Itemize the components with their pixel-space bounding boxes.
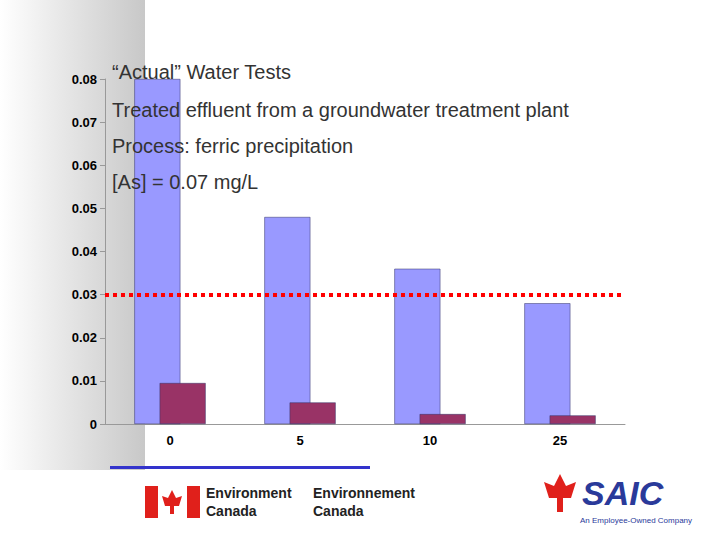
svg-text:0.01: 0.01 bbox=[72, 373, 97, 388]
svg-text:0.03: 0.03 bbox=[72, 287, 97, 302]
svg-text:0.02: 0.02 bbox=[72, 330, 97, 345]
svg-text:25: 25 bbox=[553, 433, 567, 448]
svg-text:Environment: Environment bbox=[206, 485, 292, 501]
svg-text:0.07: 0.07 bbox=[72, 115, 97, 130]
svg-text:Canada: Canada bbox=[313, 503, 364, 519]
svg-text:0.08: 0.08 bbox=[72, 72, 97, 87]
svg-text:5: 5 bbox=[296, 433, 303, 448]
svg-text:SAIC: SAIC bbox=[582, 474, 664, 512]
svg-text:Canada: Canada bbox=[206, 503, 257, 519]
svg-text:0.06: 0.06 bbox=[72, 158, 97, 173]
svg-text:Treated effluent from a ground: Treated effluent from a groundwater trea… bbox=[112, 99, 569, 121]
svg-text:An Employee-Owned Company: An Employee-Owned Company bbox=[580, 516, 692, 525]
svg-text:10: 10 bbox=[423, 433, 437, 448]
svg-text:0: 0 bbox=[166, 433, 173, 448]
svg-text:0.05: 0.05 bbox=[72, 201, 97, 216]
svg-text:[As] = 0.07 mg/L: [As] = 0.07 mg/L bbox=[112, 171, 258, 193]
svg-text:“Actual” Water Tests: “Actual” Water Tests bbox=[112, 61, 291, 83]
svg-text:0.04: 0.04 bbox=[72, 244, 98, 259]
svg-text:Environnement: Environnement bbox=[313, 485, 415, 501]
svg-text:0: 0 bbox=[90, 417, 97, 432]
svg-text:Process: ferric precipitation: Process: ferric precipitation bbox=[112, 135, 353, 157]
